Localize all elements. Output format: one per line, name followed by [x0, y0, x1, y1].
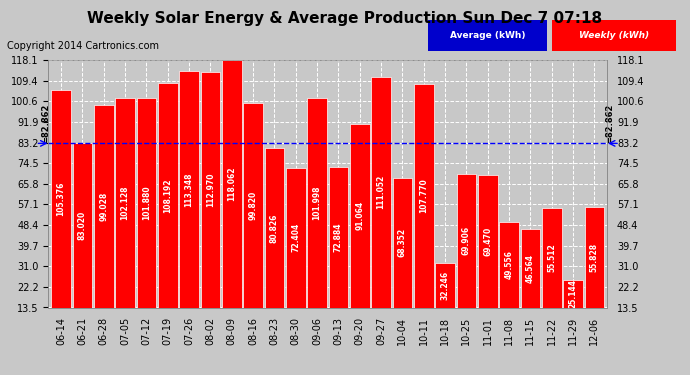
- Text: 112.970: 112.970: [206, 172, 215, 207]
- Bar: [307, 98, 327, 339]
- Bar: [584, 207, 604, 339]
- Text: 72.884: 72.884: [334, 222, 343, 252]
- Text: 102.128: 102.128: [121, 185, 130, 220]
- Bar: [158, 84, 177, 339]
- Bar: [435, 263, 455, 339]
- Text: Weekly (kWh): Weekly (kWh): [579, 31, 649, 40]
- Bar: [137, 98, 156, 339]
- Text: =82.862: =82.862: [605, 104, 614, 143]
- Text: Copyright 2014 Cartronics.com: Copyright 2014 Cartronics.com: [7, 41, 159, 51]
- Bar: [94, 105, 114, 339]
- Bar: [115, 98, 135, 339]
- Bar: [264, 148, 284, 339]
- Bar: [414, 84, 433, 339]
- Text: 49.556: 49.556: [504, 251, 513, 279]
- Text: 55.828: 55.828: [590, 243, 599, 272]
- Bar: [542, 208, 562, 339]
- Text: 118.062: 118.062: [227, 166, 236, 201]
- Text: 99.820: 99.820: [248, 191, 257, 220]
- Text: 69.906: 69.906: [462, 226, 471, 255]
- Text: 101.998: 101.998: [313, 186, 322, 220]
- Text: 25.144: 25.144: [569, 279, 578, 308]
- Text: 32.246: 32.246: [441, 271, 450, 300]
- Bar: [478, 175, 497, 339]
- Text: 113.348: 113.348: [185, 172, 194, 207]
- Bar: [179, 71, 199, 339]
- Bar: [393, 178, 412, 339]
- Text: 107.770: 107.770: [420, 178, 428, 213]
- Bar: [201, 72, 220, 339]
- Text: 69.470: 69.470: [483, 226, 492, 256]
- Text: 99.028: 99.028: [99, 192, 108, 221]
- Text: 108.192: 108.192: [164, 178, 172, 213]
- FancyBboxPatch shape: [428, 20, 547, 51]
- Bar: [500, 222, 519, 339]
- Bar: [457, 174, 476, 339]
- Bar: [244, 103, 263, 339]
- Bar: [222, 60, 242, 339]
- FancyBboxPatch shape: [552, 20, 676, 51]
- Bar: [520, 229, 540, 339]
- Text: 68.352: 68.352: [398, 228, 407, 257]
- Bar: [286, 168, 306, 339]
- Text: 55.512: 55.512: [547, 243, 556, 272]
- Text: Weekly Solar Energy & Average Production Sun Dec 7 07:18: Weekly Solar Energy & Average Production…: [88, 11, 602, 26]
- Bar: [72, 143, 92, 339]
- Text: 101.880: 101.880: [142, 186, 151, 220]
- Bar: [350, 124, 370, 339]
- Bar: [371, 76, 391, 339]
- Bar: [51, 90, 71, 339]
- Text: =82.862: =82.862: [41, 104, 50, 143]
- Bar: [563, 280, 583, 339]
- Text: 72.404: 72.404: [291, 223, 300, 252]
- Text: Average (kWh): Average (kWh): [450, 31, 525, 40]
- Bar: [328, 167, 348, 339]
- Text: 105.376: 105.376: [57, 182, 66, 216]
- Text: 91.064: 91.064: [355, 201, 364, 230]
- Text: 46.564: 46.564: [526, 254, 535, 283]
- Text: 83.020: 83.020: [78, 211, 87, 240]
- Text: 80.826: 80.826: [270, 213, 279, 243]
- Text: 111.052: 111.052: [377, 175, 386, 209]
